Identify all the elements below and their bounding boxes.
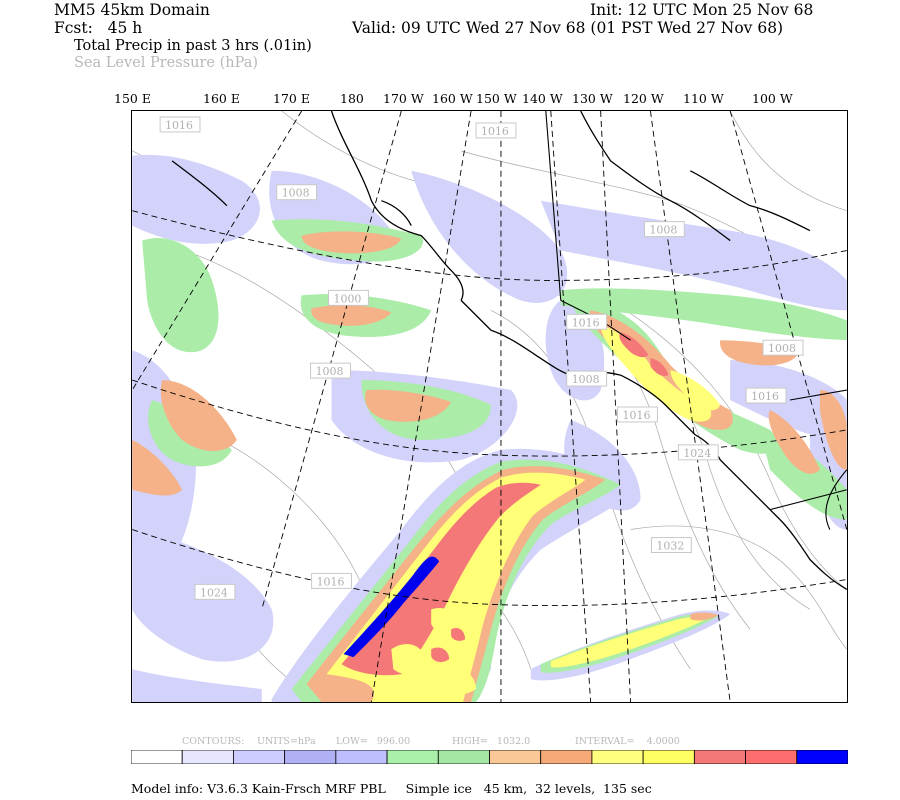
isobar-label: 1024 (677, 444, 719, 461)
color-legend (131, 750, 848, 764)
isobar-label: 1016 (745, 387, 787, 404)
legend-color-cell (181, 750, 234, 764)
isobar-label: 1032 (650, 537, 692, 554)
isobar-label: 1016 (617, 406, 658, 423)
graticule (132, 111, 847, 702)
isobar-label-text: 1016 (572, 316, 600, 329)
init-time: Init: 12 UTC Mon 25 Nov 68 (590, 1, 814, 19)
model-info: Model info: V3.6.3 Kain-Frsch MRF PBL Si… (131, 781, 652, 796)
precip-southeast-band (530, 610, 731, 681)
lon-label: 110 W (683, 91, 724, 106)
isobar-label: 1008 (643, 221, 685, 238)
lon-label: 170 W (383, 91, 424, 106)
isobar-label: 1008 (566, 370, 608, 387)
contours-units: UNITS=hPa (257, 736, 316, 747)
precip-map: 1016 1008 1000 1008 1016 1024 1016 1008 … (131, 110, 848, 703)
isobar-label-text: 1024 (683, 447, 711, 460)
field-slp-label: Sea Level Pressure (hPa) (74, 55, 259, 71)
isobar-label-text: 1000 (334, 292, 362, 305)
legend-color-cell (745, 750, 798, 764)
isobar-label-text: 1008 (282, 187, 310, 200)
legend-color-cell (437, 750, 490, 764)
lon-label: 180 (340, 91, 364, 106)
legend-color-cell (386, 750, 439, 764)
isobar-label-text: 1016 (481, 125, 509, 138)
valid-time: Valid: 09 UTC Wed 27 Nov 68 (01 PST Wed … (352, 19, 784, 37)
isobar-label: 1016 (566, 313, 608, 330)
legend-color-cell (796, 750, 848, 764)
lon-label: 150 E (114, 91, 151, 106)
contours-low: LOW= 996.00 (336, 736, 411, 747)
isobar-label-text: 1008 (649, 224, 677, 237)
lon-label: 100 W (752, 91, 793, 106)
legend-color-cell (284, 750, 337, 764)
isobar-label-text: 1016 (623, 409, 651, 422)
isobar-label: 1016 (159, 116, 201, 133)
precip-scattered (391, 608, 477, 695)
isobar-label-text: 1016 (165, 119, 193, 132)
lon-label: 130 W (572, 91, 613, 106)
contours-label: CONTOURS: (182, 736, 245, 747)
isobar-label: 1016 (311, 572, 352, 589)
isobar-label: 1008 (762, 339, 804, 356)
legend-color-cell (693, 750, 746, 764)
lon-label: 160 E (203, 91, 240, 106)
isobar-label: 1008 (310, 362, 351, 379)
precip-scattered-red (431, 627, 466, 663)
isobar-label-text: 1008 (316, 365, 344, 378)
isobar-label-text: 1032 (656, 540, 684, 553)
precip-red (619, 332, 669, 376)
isobar-label-text: 1016 (751, 390, 779, 403)
isobar-label: 1024 (194, 583, 236, 600)
isobar-label: 1008 (276, 184, 318, 201)
isobar-label-text: 1024 (200, 586, 228, 599)
contours-interval: INTERVAL= 4.0000 (575, 736, 680, 747)
field-precip-label: Total Precip in past 3 hrs (.01in) (74, 38, 312, 54)
legend-color-cell (591, 750, 644, 764)
legend-color-cell (233, 750, 286, 764)
lon-label: 160 W (432, 91, 473, 106)
legend-color-cell (642, 750, 695, 764)
isobar-label-text: 1008 (768, 342, 796, 355)
isobar-label-text: 1008 (572, 373, 600, 386)
isobar-label: 1016 (475, 122, 517, 139)
isobar-label-boxes: 1016 1008 1000 1008 1016 1024 1016 1008 … (159, 116, 804, 600)
legend-color-cell (131, 750, 183, 764)
domain-title: MM5 45km Domain (54, 1, 210, 19)
isobar-label: 1000 (328, 289, 369, 306)
lon-label: 120 W (623, 91, 664, 106)
legend-color-cell (489, 750, 542, 764)
legend-color-cell (335, 750, 388, 764)
legend-color-cell (540, 750, 593, 764)
lon-label: 150 W (476, 91, 517, 106)
lon-label: 140 W (522, 91, 563, 106)
contours-high: HIGH= 1032.0 (452, 736, 531, 747)
lon-label: 170 E (273, 91, 310, 106)
forecast-hour: Fcst: 45 h (54, 19, 143, 37)
isobar-label-text: 1016 (317, 575, 345, 588)
